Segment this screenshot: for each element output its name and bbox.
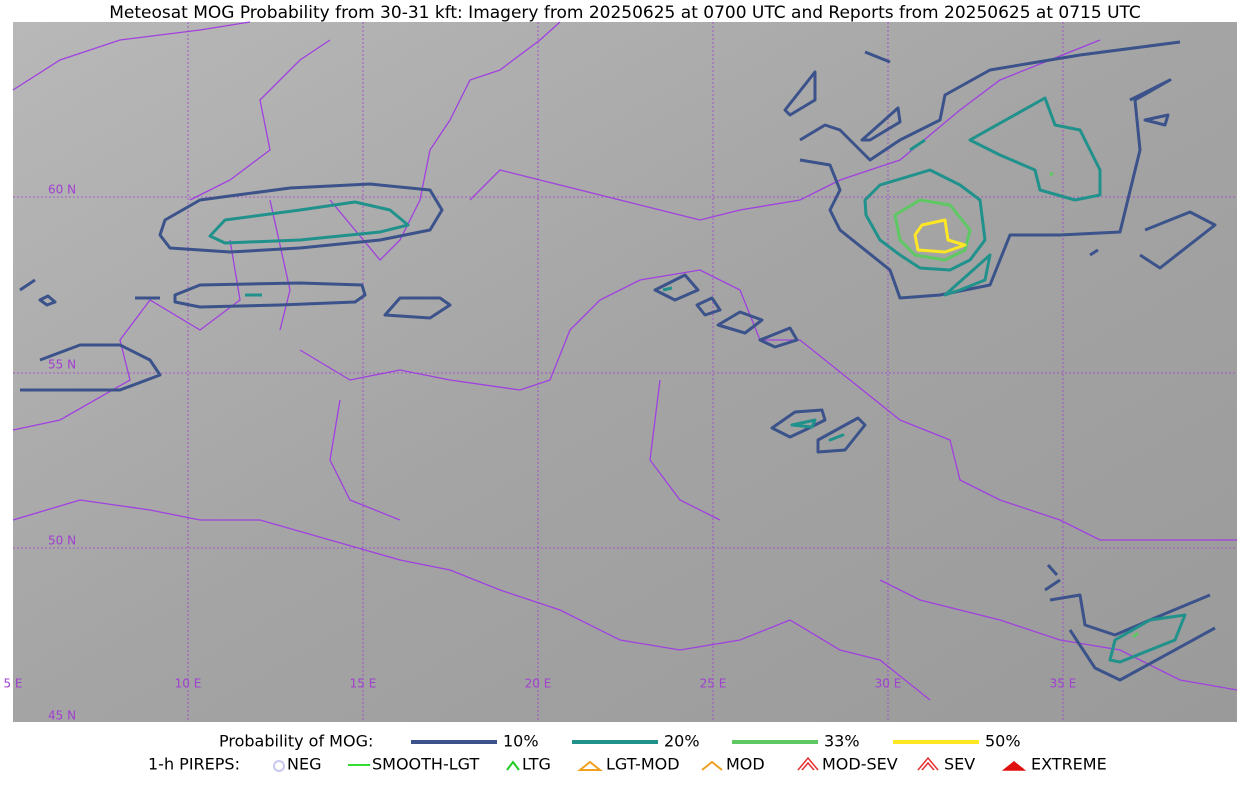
legend-label: MOD-SEV (822, 755, 898, 774)
satellite-image (13, 22, 1237, 722)
mog-contour (19, 278, 452, 392)
contours (19, 40, 1217, 682)
pirep-icon (577, 760, 603, 771)
mog-contour (653, 273, 867, 454)
title: Meteosat MOG Probability from 30-31 kft:… (109, 3, 1141, 23)
legend-label: SEV (944, 755, 975, 774)
lon-label: 15 E (350, 677, 377, 691)
mog-contour (913, 218, 967, 254)
pirep-icon (506, 760, 520, 771)
pirep-icon (273, 760, 285, 772)
coastlines (12, 21, 1238, 701)
legend-label: EXTREME (1031, 755, 1107, 774)
lon-label: 20 E (525, 677, 552, 691)
legend-title: 1-h PIREPS: (148, 755, 240, 774)
legend-label: LGT-MOD (606, 755, 680, 774)
legend-label: 10% (503, 732, 539, 751)
pirep-icon (917, 756, 939, 771)
legend-label: MOD (726, 755, 765, 774)
mog-contour (173, 281, 367, 309)
legend-label: SMOOTH-LGT (372, 755, 479, 774)
lat-label: 55 N (48, 358, 76, 372)
lat-label: 45 N (48, 709, 76, 723)
legend-label: NEG (287, 755, 321, 774)
legend-label: 33% (824, 732, 860, 751)
mog-contour (208, 96, 1187, 664)
mog-contour (893, 171, 1139, 639)
pirep-icon (701, 760, 723, 771)
legend-label: 20% (664, 732, 700, 751)
pirep-icon (797, 756, 819, 771)
lon-labels: 5 E 10 E 15 E 20 E 25 E 30 E 35 E (3, 677, 1076, 691)
legend-title: Probability of MOG: (219, 732, 373, 751)
mog-contour (783, 40, 1217, 682)
lon-label: 5 E (3, 677, 22, 691)
legend-label: LTG (522, 755, 551, 774)
lat-labels: 60 N 55 N 50 N 45 N (48, 183, 76, 723)
mog-contour (158, 182, 444, 254)
map: 60 N 55 N 50 N 45 N 5 E 10 E 15 E 20 E 2… (3, 21, 1238, 723)
lat-label: 60 N (48, 183, 76, 197)
lon-label: 25 E (700, 677, 727, 691)
lon-label: 30 E (875, 677, 902, 691)
lon-label: 10 E (175, 677, 202, 691)
pirep-icon (1001, 761, 1027, 771)
lat-label: 50 N (48, 534, 76, 548)
legend: Probability of MOG: 10% 20% 33% 50% 1-h … (148, 732, 1107, 774)
legend-label: 50% (985, 732, 1021, 751)
lon-label: 35 E (1050, 677, 1077, 691)
